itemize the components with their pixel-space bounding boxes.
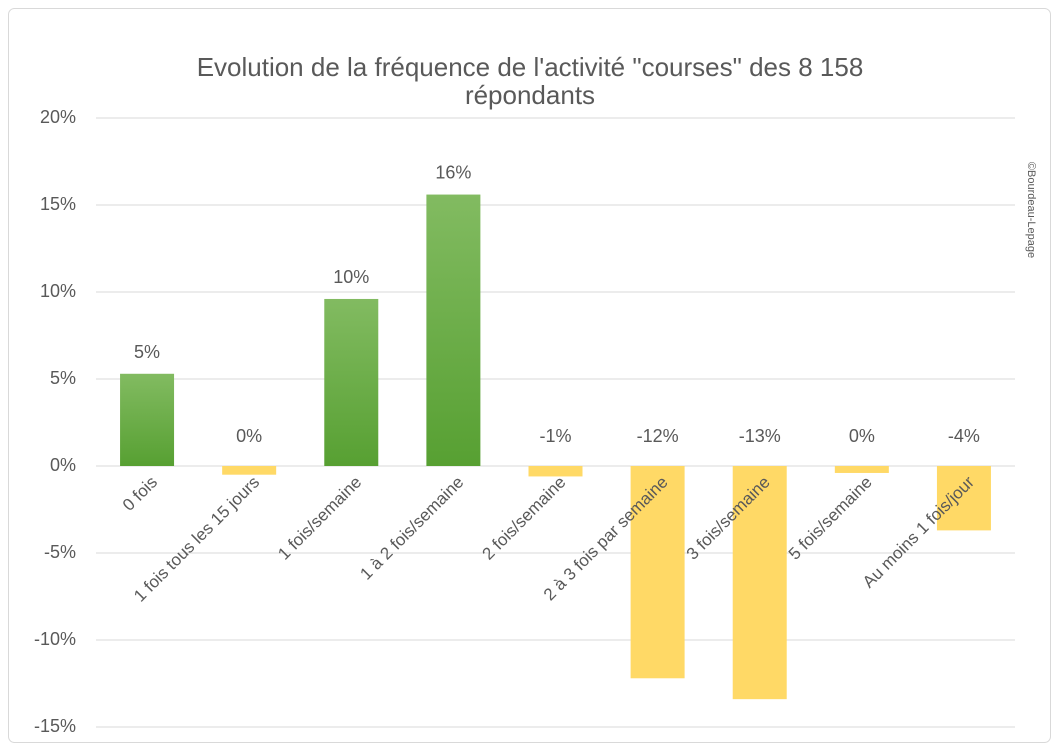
y-tick-label: 5% [50, 368, 76, 388]
bar [324, 298, 379, 466]
y-tick-label: -15% [34, 716, 76, 736]
bar [834, 466, 889, 473]
chart-title: Evolution de la fréquence de l'activité … [197, 52, 864, 110]
y-tick-label: -5% [44, 542, 76, 562]
y-tick-label: 20% [40, 107, 76, 127]
data-label: -4% [948, 426, 980, 446]
watermark: ©Bourdeau-Lepage [1025, 162, 1037, 258]
bar [630, 466, 685, 679]
y-tick-label: -10% [34, 629, 76, 649]
bar [936, 466, 991, 531]
data-label: 0% [236, 426, 262, 446]
title-line: répondants [465, 80, 595, 110]
data-label: -12% [637, 426, 679, 446]
y-tick-label: 15% [40, 194, 76, 214]
chart-border [8, 8, 1051, 743]
bar [732, 466, 787, 700]
y-tick-label: 0% [50, 455, 76, 475]
bar [426, 194, 481, 466]
data-label: 0% [849, 426, 875, 446]
bar [120, 373, 175, 466]
title-line: Evolution de la fréquence de l'activité … [197, 52, 864, 82]
data-label: 10% [333, 267, 369, 287]
bar [528, 466, 583, 477]
bar [222, 466, 277, 475]
data-label: 5% [134, 342, 160, 362]
data-label: 16% [435, 163, 471, 183]
data-label: -1% [539, 426, 571, 446]
data-label: -13% [739, 426, 781, 446]
y-tick-label: 10% [40, 281, 76, 301]
